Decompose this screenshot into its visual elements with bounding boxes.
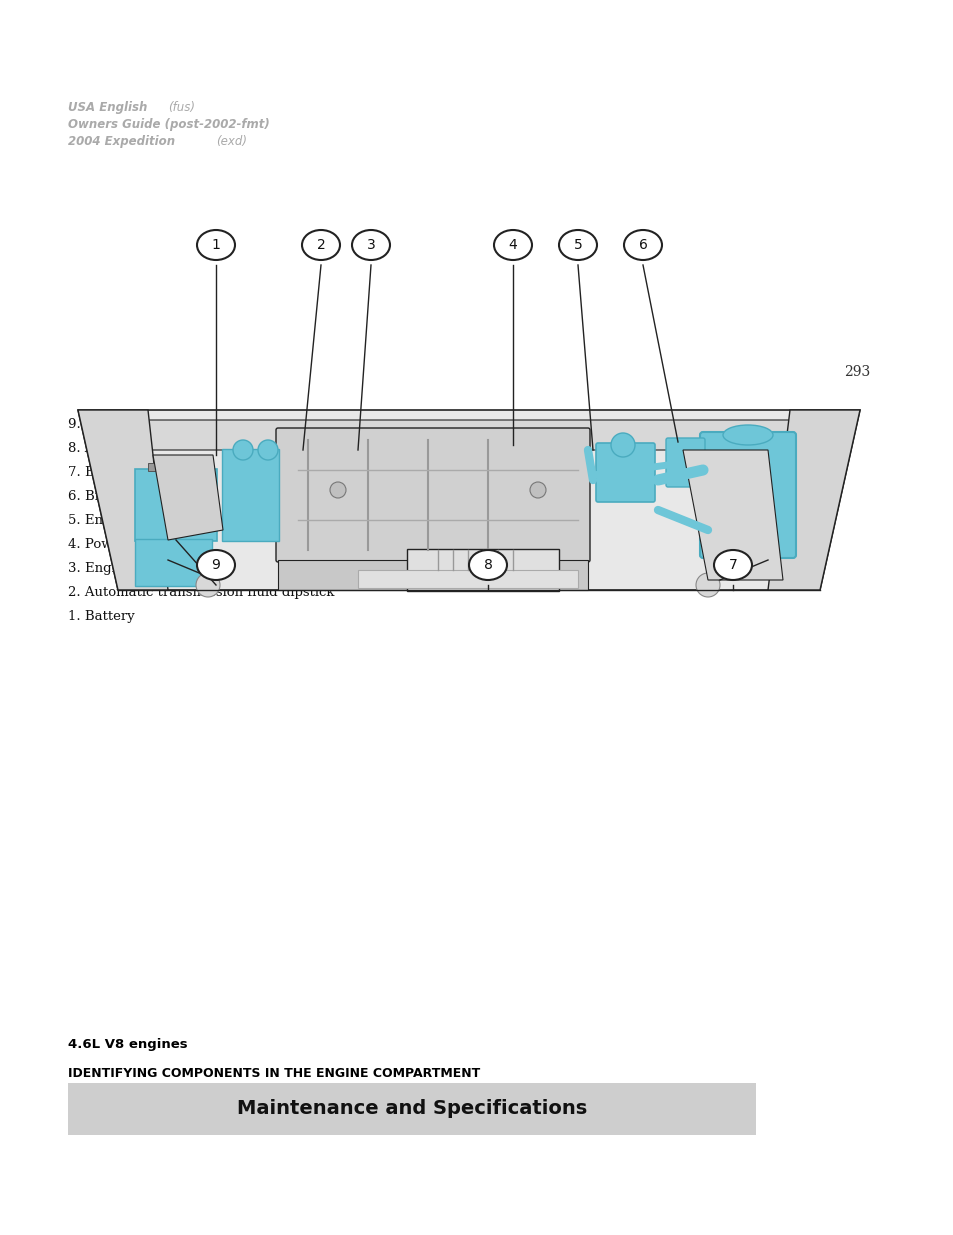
Circle shape — [257, 440, 277, 459]
Polygon shape — [128, 420, 809, 450]
FancyBboxPatch shape — [148, 463, 163, 471]
Circle shape — [696, 573, 720, 597]
Ellipse shape — [558, 230, 597, 261]
Text: 2: 2 — [316, 238, 325, 252]
Text: 8. Air filter assembly: 8. Air filter assembly — [68, 442, 208, 454]
Circle shape — [195, 573, 220, 597]
Text: 293: 293 — [842, 366, 869, 379]
Ellipse shape — [469, 550, 506, 580]
FancyBboxPatch shape — [181, 463, 195, 471]
Text: 5: 5 — [573, 238, 581, 252]
Text: IDENTIFYING COMPONENTS IN THE ENGINE COMPARTMENT: IDENTIFYING COMPONENTS IN THE ENGINE COM… — [68, 1067, 479, 1079]
Text: 2004 Expedition: 2004 Expedition — [68, 135, 175, 148]
FancyBboxPatch shape — [275, 429, 589, 562]
Circle shape — [530, 482, 545, 498]
Ellipse shape — [623, 230, 661, 261]
Circle shape — [330, 482, 346, 498]
FancyBboxPatch shape — [68, 1083, 755, 1135]
Text: 4. Power steering fluid reservoir: 4. Power steering fluid reservoir — [68, 538, 285, 551]
Text: 6. Brake fluid reservoir: 6. Brake fluid reservoir — [68, 490, 224, 503]
Ellipse shape — [302, 230, 339, 261]
Text: 6: 6 — [638, 238, 647, 252]
Text: 1. Battery: 1. Battery — [68, 610, 134, 622]
FancyBboxPatch shape — [596, 443, 655, 501]
Text: 2. Automatic transmission fluid dipstick: 2. Automatic transmission fluid dipstick — [68, 585, 335, 599]
Polygon shape — [152, 454, 223, 540]
Ellipse shape — [352, 230, 390, 261]
FancyBboxPatch shape — [407, 550, 558, 592]
FancyBboxPatch shape — [135, 538, 212, 585]
FancyBboxPatch shape — [700, 432, 795, 558]
Text: 4: 4 — [508, 238, 517, 252]
Text: 9: 9 — [212, 558, 220, 572]
Text: 7. Engine coolant reservoir: 7. Engine coolant reservoir — [68, 466, 251, 479]
Ellipse shape — [713, 550, 751, 580]
FancyBboxPatch shape — [357, 571, 578, 588]
Polygon shape — [78, 410, 859, 590]
Ellipse shape — [722, 425, 772, 445]
FancyBboxPatch shape — [665, 438, 704, 487]
Text: Owners Guide (post-2002-fmt): Owners Guide (post-2002-fmt) — [68, 119, 270, 131]
Text: USA English: USA English — [68, 101, 147, 114]
Ellipse shape — [494, 230, 532, 261]
Text: 3. Engine oil filler cap: 3. Engine oil filler cap — [68, 562, 216, 576]
Text: 9. Windshield washer fluid reservoir: 9. Windshield washer fluid reservoir — [68, 417, 312, 431]
FancyBboxPatch shape — [277, 559, 587, 590]
FancyBboxPatch shape — [135, 469, 216, 541]
Ellipse shape — [196, 550, 234, 580]
Text: 5. Engine oil dipstick: 5. Engine oil dipstick — [68, 514, 209, 527]
Text: 7: 7 — [728, 558, 737, 572]
Polygon shape — [767, 410, 859, 590]
Text: 3: 3 — [366, 238, 375, 252]
Text: (exd): (exd) — [215, 135, 247, 148]
Text: (fus): (fus) — [168, 101, 194, 114]
Text: 4.6L V8 engines: 4.6L V8 engines — [68, 1037, 188, 1051]
Text: Maintenance and Specifications: Maintenance and Specifications — [236, 1099, 586, 1119]
FancyBboxPatch shape — [222, 450, 278, 541]
Text: 8: 8 — [483, 558, 492, 572]
Polygon shape — [78, 410, 168, 590]
Ellipse shape — [196, 230, 234, 261]
Polygon shape — [682, 450, 782, 580]
Circle shape — [610, 433, 635, 457]
Text: 1: 1 — [212, 238, 220, 252]
Circle shape — [233, 440, 253, 459]
